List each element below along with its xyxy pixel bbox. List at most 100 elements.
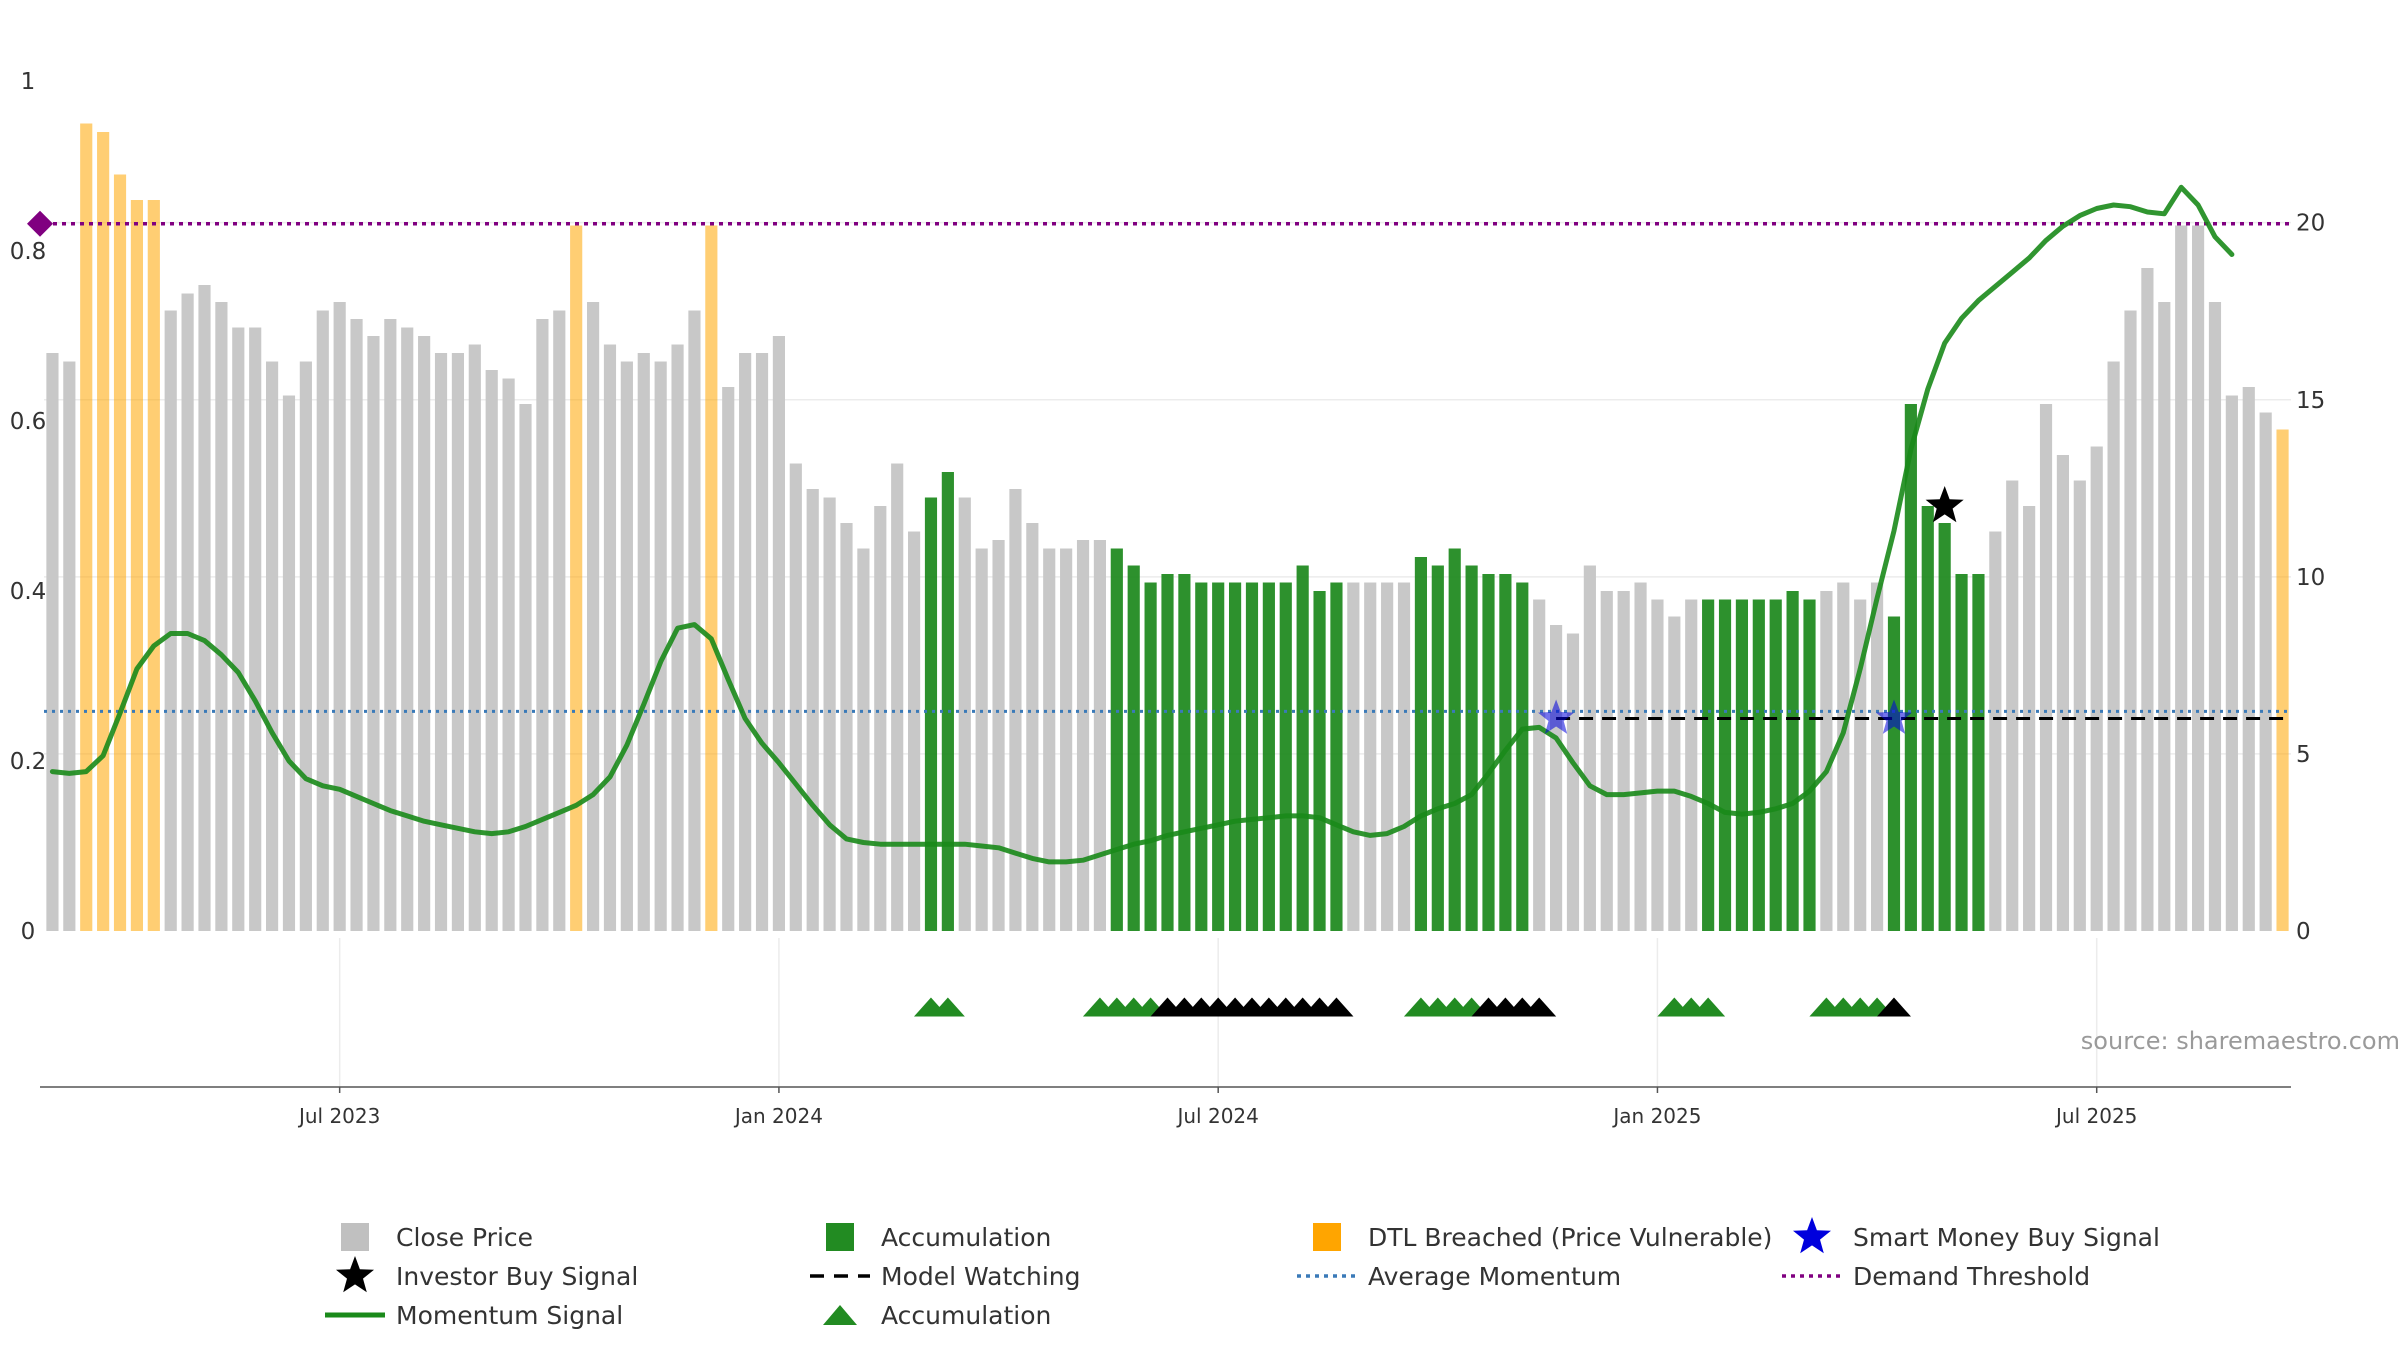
close-price-bar bbox=[1702, 599, 1715, 931]
legend-label: Accumulation bbox=[881, 1301, 1051, 1330]
legend: Close Price Accumulation DTL Breached (Pri… bbox=[325, 1217, 2160, 1330]
close-price-bar bbox=[502, 378, 515, 931]
close-price-bar bbox=[367, 336, 380, 931]
close-price-bar bbox=[1195, 582, 1208, 931]
close-price-bar bbox=[789, 463, 802, 931]
close-price-bar bbox=[1718, 599, 1732, 931]
close-price-bar bbox=[1465, 565, 1478, 931]
legend-item: Demand Threshold bbox=[1782, 1262, 2090, 1291]
close-price-bar bbox=[1549, 625, 1563, 931]
legend-item: Accumulation bbox=[826, 1223, 1051, 1252]
close-price-bar bbox=[1837, 582, 1850, 931]
legend-item: DTL Breached (Price Vulnerable) bbox=[1313, 1223, 1772, 1252]
close-price-bar bbox=[2225, 395, 2238, 931]
legend-item: Close Price bbox=[341, 1223, 533, 1252]
close-price-bar bbox=[553, 310, 566, 931]
close-price-bar bbox=[2006, 480, 2019, 931]
momentum-signal bbox=[49, 184, 2235, 865]
close-price-bar bbox=[2141, 268, 2154, 931]
close-price-bar bbox=[1803, 599, 1816, 931]
close-price-bar bbox=[519, 404, 532, 931]
legend-label: Demand Threshold bbox=[1853, 1262, 2090, 1291]
legend-triangle-icon bbox=[823, 1305, 857, 1325]
close-price-bar bbox=[1904, 404, 1917, 931]
close-price-bar bbox=[80, 123, 93, 931]
close-price-bar bbox=[1144, 582, 1157, 931]
y-left-tick-label: 0.2 bbox=[10, 749, 47, 775]
demand-threshold-marker bbox=[27, 210, 53, 237]
close-price-bar bbox=[113, 174, 127, 931]
close-price-bar bbox=[333, 302, 346, 931]
legend-label: Model Watching bbox=[881, 1262, 1081, 1291]
close-price-bar bbox=[384, 319, 397, 931]
signal-markers bbox=[913, 486, 1964, 1017]
close-price-bar bbox=[941, 472, 954, 931]
close-price-bar bbox=[1397, 582, 1411, 931]
close-price-bar bbox=[401, 327, 414, 931]
close-price-bar bbox=[2158, 302, 2171, 931]
close-price-bar bbox=[1972, 574, 1985, 931]
legend-label: Investor Buy Signal bbox=[396, 1262, 638, 1291]
close-price-bar bbox=[891, 463, 904, 931]
close-price-bar bbox=[1279, 582, 1292, 931]
close-price-bar bbox=[1212, 582, 1225, 931]
close-price-bar bbox=[97, 132, 110, 931]
close-price-bar bbox=[1786, 591, 1799, 931]
close-price-bar bbox=[1296, 565, 1309, 931]
close-price-bar bbox=[350, 319, 363, 931]
legend-item: Momentum Signal bbox=[325, 1301, 623, 1330]
close-price-bar bbox=[1685, 599, 1698, 931]
close-price-bar bbox=[1668, 616, 1681, 931]
close-price-bar bbox=[722, 387, 735, 931]
close-price-bar bbox=[1161, 574, 1174, 931]
close-price-bar bbox=[1752, 599, 1765, 931]
smart-money-buy-signal bbox=[1875, 699, 1912, 734]
close-price-bar bbox=[316, 310, 329, 931]
source-label: source: sharemaestro.com bbox=[2081, 1027, 2400, 1055]
close-price-bar bbox=[434, 353, 448, 931]
close-price-bar bbox=[1060, 548, 1073, 931]
y-left-tick-label: 1 bbox=[21, 69, 36, 95]
close-price-bar bbox=[468, 344, 481, 931]
close-price-bar bbox=[1634, 582, 1647, 931]
y-right-tick-label: 15 bbox=[2296, 388, 2325, 414]
close-price-bar bbox=[1870, 582, 1884, 931]
close-price-bar bbox=[823, 497, 836, 931]
close-price-bar bbox=[688, 310, 701, 931]
close-price-bar bbox=[2107, 361, 2120, 931]
close-price-bar bbox=[46, 353, 59, 931]
close-price-bar bbox=[418, 336, 431, 931]
legend-item: Accumulation bbox=[823, 1301, 1051, 1330]
close-price-bar bbox=[485, 370, 498, 931]
accumulation-marker bbox=[1876, 997, 1911, 1017]
close-price-bar bbox=[1330, 582, 1343, 931]
close-price-bar bbox=[958, 497, 971, 931]
legend-item: Investor Buy Signal bbox=[336, 1256, 638, 1293]
accumulation-marker bbox=[930, 997, 965, 1017]
legend-label: Average Momentum bbox=[1368, 1262, 1621, 1291]
y-left-tick-label: 0.4 bbox=[10, 579, 47, 605]
legend-item: Model Watching bbox=[810, 1262, 1081, 1291]
legend-swatch bbox=[826, 1223, 854, 1251]
close-price-bar bbox=[671, 344, 684, 931]
close-price-bar bbox=[1110, 548, 1123, 931]
close-price-bar bbox=[1617, 591, 1630, 931]
close-price-bar bbox=[2208, 302, 2222, 931]
close-price-bar bbox=[874, 506, 887, 931]
close-price-bar bbox=[1516, 582, 1529, 931]
close-price-bar bbox=[2039, 404, 2053, 931]
close-price-bar bbox=[1178, 574, 1191, 931]
close-price-bar bbox=[840, 523, 853, 931]
close-price-bar bbox=[265, 361, 279, 931]
legend-label: Momentum Signal bbox=[396, 1301, 623, 1330]
close-price-bar bbox=[1043, 548, 1056, 931]
legend-label: Accumulation bbox=[881, 1223, 1051, 1252]
x-tick-label: Jul 2025 bbox=[2054, 1104, 2137, 1128]
close-price-bar bbox=[1448, 548, 1461, 931]
x-tick-label: Jul 2024 bbox=[1175, 1104, 1258, 1128]
legend-swatch bbox=[341, 1223, 369, 1251]
close-price-bar bbox=[215, 302, 228, 931]
close-price-bar bbox=[181, 293, 194, 931]
